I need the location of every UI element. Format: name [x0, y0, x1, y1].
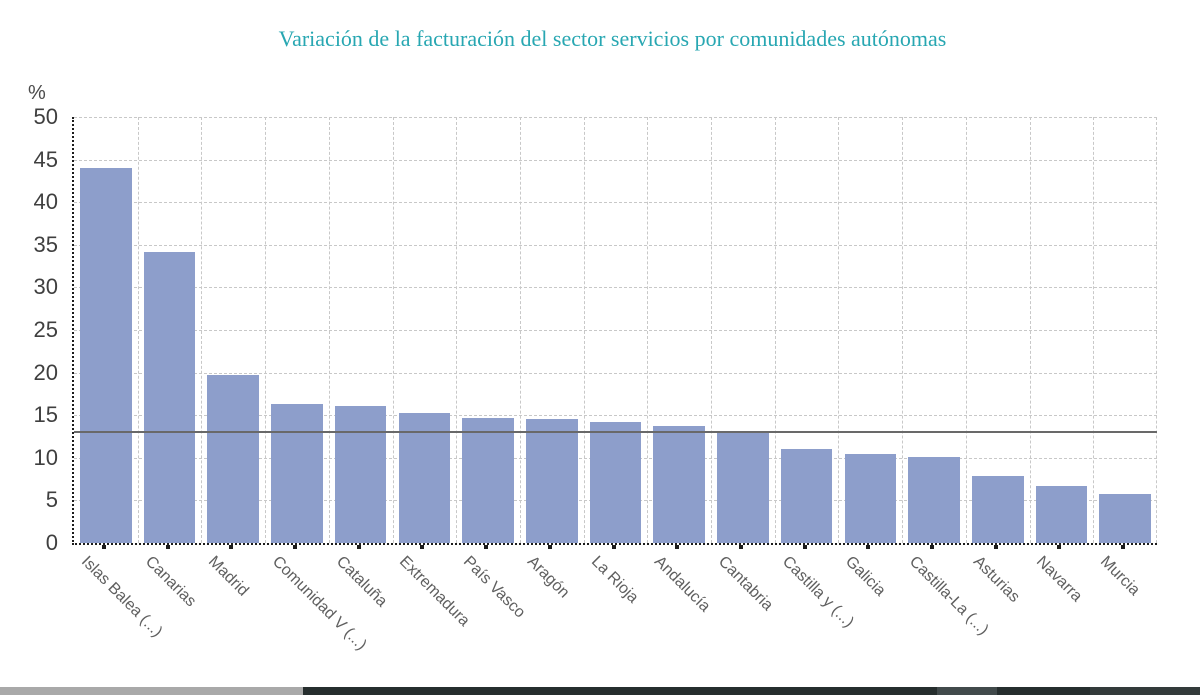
h-gridline	[74, 202, 1157, 204]
y-axis-unit-label: %	[28, 82, 46, 104]
chart-title: Variación de la facturación del sector s…	[278, 26, 947, 51]
bar-islas-balea[interactable]	[80, 168, 132, 543]
y-axis-label: 15	[33, 402, 58, 428]
bar-comunidad-v[interactable]	[271, 404, 323, 543]
v-gridline	[265, 117, 267, 543]
bar-pa-s-vasco[interactable]	[462, 417, 514, 543]
h-gridline	[74, 287, 1157, 289]
x-tick	[547, 545, 552, 549]
x-tick	[675, 545, 680, 549]
h-gridline	[74, 415, 1157, 417]
scrollbar-thumb[interactable]	[937, 687, 997, 695]
y-axis-label: 40	[33, 189, 58, 215]
x-tick	[1121, 545, 1126, 549]
x-axis-label: Madrid	[205, 553, 252, 600]
x-tick	[611, 545, 616, 549]
v-gridline	[1029, 117, 1031, 543]
v-gridline	[647, 117, 649, 543]
bar-navarra[interactable]	[1035, 485, 1088, 543]
y-axis-label: 0	[45, 530, 58, 555]
h-gridline	[74, 117, 1157, 118]
bar-canarias[interactable]	[143, 252, 196, 543]
bar-catalu-a[interactable]	[334, 405, 387, 543]
y-axis-label: 50	[33, 104, 58, 129]
x-tick	[1057, 545, 1062, 549]
x-tick	[356, 545, 361, 549]
bar-castilla-y[interactable]	[780, 449, 833, 543]
x-tick	[484, 545, 489, 549]
h-gridline	[74, 330, 1157, 331]
v-gridline	[137, 117, 139, 543]
v-gridline	[328, 117, 330, 543]
y-axis-label: 5	[45, 487, 58, 513]
x-tick	[229, 545, 234, 549]
bar-asturias[interactable]	[971, 475, 1024, 543]
bar-galicia[interactable]	[844, 454, 897, 543]
x-axis-label: Andalucía	[651, 553, 714, 616]
h-gridline	[74, 159, 1157, 161]
v-gridline	[838, 117, 840, 543]
v-gridline	[583, 117, 585, 543]
h-gridline	[74, 372, 1157, 374]
x-tick	[802, 545, 807, 549]
x-axis-label: Cantabria	[714, 553, 776, 615]
bottom-scrollbar[interactable]	[0, 687, 1200, 695]
x-axis-label: Galicia	[842, 553, 889, 600]
v-gridline	[456, 117, 458, 543]
y-axis-label: 30	[33, 274, 58, 300]
x-tick	[866, 545, 871, 549]
bar-murcia[interactable]	[1099, 493, 1151, 543]
scrollbar-track[interactable]	[303, 687, 1200, 695]
bar-la-rioja[interactable]	[589, 422, 642, 543]
x-tick	[930, 545, 935, 549]
x-axis-label: País Vasco	[460, 553, 529, 622]
x-tick	[738, 545, 743, 549]
y-axis-label: 10	[33, 444, 58, 470]
v-gridline	[711, 117, 713, 543]
v-gridline	[392, 117, 394, 543]
bar-castilla-la[interactable]	[908, 456, 960, 543]
v-gridline	[1093, 117, 1095, 543]
plot-area	[72, 117, 1157, 545]
x-axis-label: Canarias	[141, 553, 199, 611]
x-tick	[292, 545, 297, 549]
x-axis-label: Murcia	[1097, 553, 1144, 599]
x-axis-label: Cataluña	[332, 553, 390, 611]
v-gridline	[965, 117, 967, 543]
scrollbar-left-segment[interactable]	[0, 687, 303, 695]
y-axis-label: 25	[33, 317, 58, 342]
v-gridline	[519, 117, 521, 543]
x-tick	[993, 545, 998, 549]
bar-arag-n[interactable]	[525, 419, 578, 543]
x-tick	[165, 545, 170, 549]
bar-madrid[interactable]	[207, 375, 260, 543]
x-axis-label: Aragón	[523, 553, 573, 602]
v-gridline	[774, 117, 776, 543]
x-axis-label: Navarra	[1033, 553, 1086, 606]
x-tick	[101, 545, 106, 549]
y-axis-label: 45	[33, 146, 58, 172]
bar-extremadura[interactable]	[398, 412, 451, 543]
v-gridline	[902, 117, 904, 543]
x-axis-label: La Rioja	[587, 553, 642, 607]
h-gridline	[74, 244, 1157, 246]
v-gridline	[201, 117, 203, 543]
y-axis-label: 35	[33, 231, 58, 257]
bar-cantabria[interactable]	[717, 432, 769, 543]
average-reference-line	[74, 430, 1157, 433]
x-axis-label: Asturias	[969, 553, 1023, 606]
scrollbar-right-segment[interactable]	[1090, 687, 1200, 695]
y-axis-label: 20	[33, 359, 58, 385]
v-gridline	[1156, 117, 1157, 543]
bar-andaluc-a[interactable]	[653, 426, 705, 543]
x-tick	[420, 545, 425, 549]
